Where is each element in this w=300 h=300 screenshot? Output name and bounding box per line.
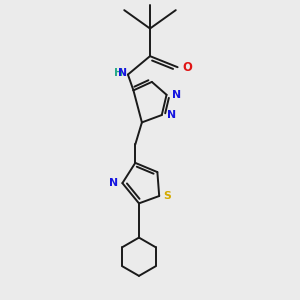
Text: N: N (118, 68, 127, 78)
Text: N: N (167, 110, 176, 120)
Text: N: N (109, 178, 118, 188)
Text: H: H (114, 68, 124, 78)
Text: N: N (172, 90, 181, 100)
Text: S: S (164, 191, 171, 201)
Text: O: O (182, 61, 192, 74)
